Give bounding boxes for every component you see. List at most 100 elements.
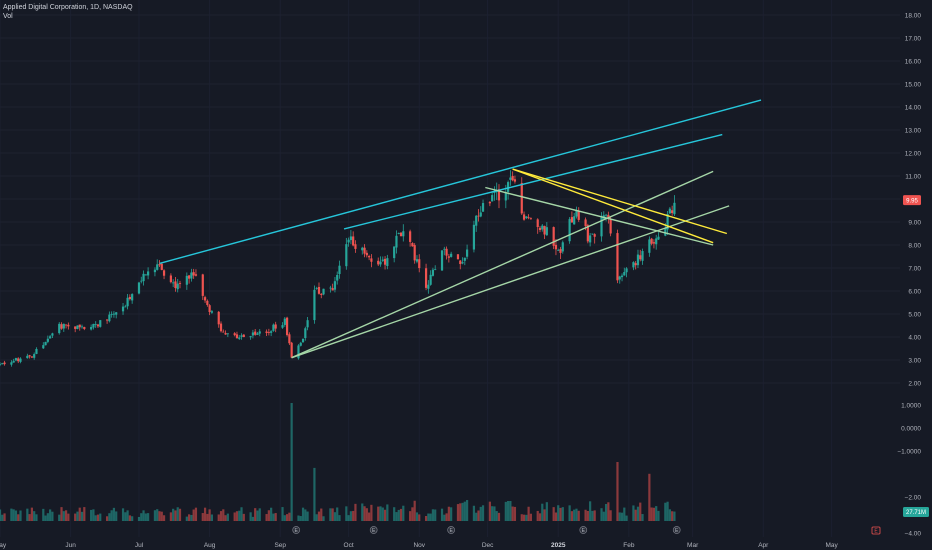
volume-bar (520, 514, 523, 521)
earnings-marker-icon: E (579, 526, 588, 534)
candle-body (554, 244, 558, 250)
candle-body (399, 232, 403, 237)
volume-tick-label: −1.0000 (897, 449, 921, 456)
volume-bar (265, 514, 268, 521)
volume-bar (664, 502, 667, 521)
volume-bar (361, 503, 364, 521)
candle-body (105, 319, 109, 321)
volume-bar (49, 509, 52, 521)
candle-body (461, 262, 464, 264)
volume-bar (639, 502, 642, 521)
volume-bar (331, 508, 334, 521)
volume-bar (347, 515, 350, 521)
candle-body (593, 234, 596, 237)
price-tick-label: 3.00 (908, 358, 921, 365)
volume-bar (352, 510, 355, 521)
green-trendline (291, 205, 730, 359)
volume-bar (429, 513, 432, 521)
candle-body (188, 275, 191, 279)
volume-bar (33, 511, 36, 521)
candle-body (206, 300, 209, 305)
candle-body (431, 269, 435, 276)
candle-body (158, 264, 161, 266)
candle-body (258, 331, 261, 334)
candle-body (83, 327, 86, 329)
volume-bar (507, 500, 510, 521)
volume-bar (333, 512, 337, 521)
candle-body (17, 358, 20, 362)
candle-body (322, 288, 325, 295)
candle-body (217, 311, 220, 325)
volume-bar (545, 502, 548, 521)
candle-body (35, 348, 38, 354)
volume-bar (386, 504, 389, 521)
volume-bar (0, 509, 2, 521)
candle-body (589, 235, 592, 243)
candle-body (26, 355, 29, 359)
volume-bar (616, 462, 619, 521)
candle-body (142, 273, 145, 282)
time-axis-label: Feb (623, 542, 635, 549)
candle-body (126, 297, 129, 307)
earnings-marker-glyph: E (372, 528, 376, 534)
volume-bar (83, 507, 86, 521)
candle-body (447, 256, 450, 258)
yellow-trendline (512, 168, 728, 235)
volume-bar (185, 516, 188, 521)
green-trendline (291, 170, 714, 359)
volume-bar (589, 501, 592, 521)
candle-body (465, 249, 469, 257)
candle-body (176, 283, 179, 290)
candle-body (297, 345, 300, 359)
candle-body (383, 258, 387, 265)
price-tick-label: 16.00 (905, 59, 922, 66)
volume-bar (281, 507, 284, 521)
candle-body (110, 314, 113, 315)
price-tick-label: 14.00 (905, 105, 922, 112)
volume-bar (267, 510, 270, 521)
candle-body (160, 263, 163, 270)
candle-body (609, 218, 612, 234)
volume-bar (413, 500, 416, 521)
candle-body (525, 216, 528, 219)
volume-bar (648, 473, 651, 521)
volume-bar (14, 510, 18, 521)
volume-bar (142, 510, 145, 521)
candle-body (0, 364, 2, 366)
candle-body (488, 201, 491, 204)
volume-bar (147, 513, 150, 521)
volume-bar (493, 506, 496, 521)
candle-body (338, 265, 341, 275)
green-trendline (485, 186, 714, 246)
candle-body (156, 264, 159, 270)
candle-body (520, 182, 523, 214)
candle-body (411, 243, 414, 247)
candle-body (666, 213, 669, 230)
yellow-trendline (512, 168, 714, 244)
volume-bar (62, 511, 65, 521)
volume-bar (270, 507, 273, 521)
candle-body (607, 214, 610, 218)
volume-bar (657, 510, 660, 521)
volume-bar (203, 507, 207, 521)
volume-bar (377, 506, 380, 521)
candle-body (80, 326, 84, 328)
candle-body (527, 217, 530, 219)
time-axis-label: 2025 (551, 542, 566, 549)
candle-body (541, 225, 544, 230)
candle-body (242, 334, 245, 338)
price-tick-label: 8.00 (908, 243, 921, 250)
candle-body (172, 282, 175, 284)
earnings-marker-icon: E (672, 526, 681, 534)
time-axis-label: May (0, 542, 7, 549)
volume-bar (235, 511, 239, 521)
candle-body (673, 202, 676, 215)
candle-body (443, 248, 446, 250)
volume-bar (115, 511, 118, 521)
volume-bar (397, 509, 400, 521)
candle-body (62, 323, 65, 329)
candle-body (573, 216, 576, 225)
candle-body (64, 324, 68, 326)
candle-body (463, 257, 466, 261)
